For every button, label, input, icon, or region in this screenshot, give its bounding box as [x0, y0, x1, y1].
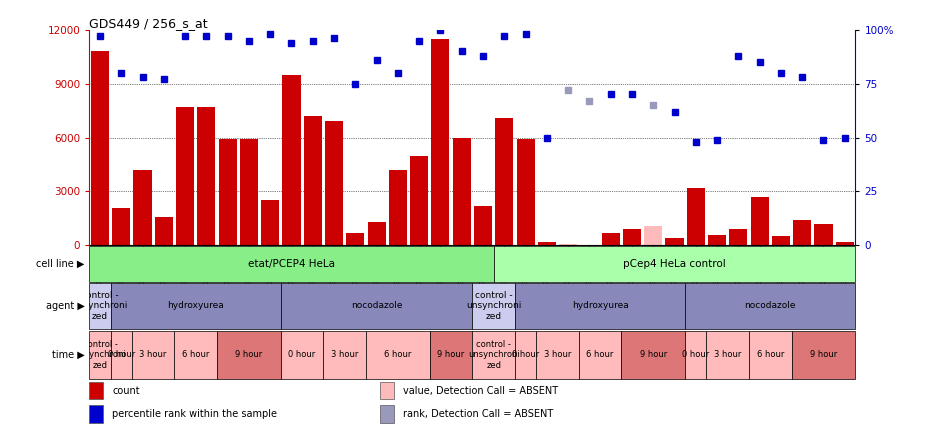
Text: 6 hour: 6 hour [757, 350, 784, 359]
Text: 3 hour: 3 hour [139, 350, 166, 359]
Bar [89, 331, 111, 379]
Bar [814, 224, 833, 245]
Bar [707, 331, 749, 379]
Text: nocodazole: nocodazole [744, 302, 796, 311]
Text: percentile rank within the sample: percentile rank within the sample [112, 409, 277, 419]
Bar [495, 118, 513, 245]
Bar [644, 226, 663, 245]
Text: 6 hour: 6 hour [587, 350, 614, 359]
Bar [623, 229, 641, 245]
Bar [89, 382, 103, 399]
Text: pCep4 HeLa control: pCep4 HeLa control [623, 259, 726, 269]
Bar [536, 331, 579, 379]
Bar [431, 39, 449, 245]
Bar [346, 233, 365, 245]
Bar [516, 139, 535, 245]
Bar [685, 283, 855, 328]
Bar [836, 242, 854, 245]
Bar [793, 220, 811, 245]
Bar [281, 331, 323, 379]
Text: etat/PCEP4 HeLa: etat/PCEP4 HeLa [248, 259, 335, 269]
Text: GDS449 / 256_s_at: GDS449 / 256_s_at [89, 17, 208, 30]
Text: control -
unsynchroni
zed: control - unsynchroni zed [468, 340, 520, 370]
Text: 0 hour: 0 hour [512, 350, 540, 359]
Bar [474, 206, 492, 245]
Bar [494, 246, 855, 282]
Text: value, Detection Call = ABSENT: value, Detection Call = ABSENT [403, 386, 558, 396]
Text: 3 hour: 3 hour [543, 350, 572, 359]
Bar [708, 235, 726, 245]
Text: 9 hour: 9 hour [437, 350, 464, 359]
Bar [751, 197, 769, 245]
Bar [155, 217, 173, 245]
Bar [219, 139, 237, 245]
Bar [325, 121, 343, 245]
Bar [217, 331, 281, 379]
Bar [410, 155, 429, 245]
Text: control -
unsynchroni
zed: control - unsynchroni zed [74, 340, 126, 370]
Bar [389, 170, 407, 245]
Bar [381, 382, 394, 399]
Bar [687, 188, 705, 245]
Text: time ▶: time ▶ [52, 350, 85, 360]
Bar [304, 116, 321, 245]
Text: control -
unsynchroni
zed: control - unsynchroni zed [466, 291, 522, 321]
Text: cell line ▶: cell line ▶ [37, 259, 85, 269]
Bar [91, 52, 109, 245]
Text: hydroxyurea: hydroxyurea [572, 302, 629, 311]
Bar [515, 331, 536, 379]
Bar [197, 107, 215, 245]
Text: count: count [112, 386, 140, 396]
Text: control -
unsynchroni
zed: control - unsynchroni zed [72, 291, 128, 321]
Bar [453, 138, 471, 245]
Bar [666, 238, 683, 245]
Text: 0 hour: 0 hour [682, 350, 710, 359]
Text: 0 hour: 0 hour [289, 350, 316, 359]
Bar [515, 283, 685, 328]
Text: 9 hour: 9 hour [235, 350, 262, 359]
Bar [176, 107, 194, 245]
Bar [323, 331, 366, 379]
Bar [111, 283, 281, 328]
Bar [112, 207, 131, 245]
Bar [772, 236, 790, 245]
Bar [538, 242, 556, 245]
Text: 6 hour: 6 hour [384, 350, 412, 359]
Text: 3 hour: 3 hour [331, 350, 358, 359]
Bar [89, 406, 103, 423]
Text: 9 hour: 9 hour [810, 350, 838, 359]
Text: rank, Detection Call = ABSENT: rank, Detection Call = ABSENT [403, 409, 554, 419]
Bar [729, 229, 747, 245]
Bar [685, 331, 707, 379]
Text: hydroxyurea: hydroxyurea [167, 302, 224, 311]
Text: 0 hour: 0 hour [107, 350, 134, 359]
Bar [133, 170, 151, 245]
Bar [132, 331, 175, 379]
Bar [240, 139, 258, 245]
Text: 3 hour: 3 hour [714, 350, 742, 359]
Text: 6 hour: 6 hour [182, 350, 210, 359]
Bar [368, 222, 385, 245]
Bar [559, 244, 577, 245]
Bar [621, 331, 685, 379]
Text: nocodazole: nocodazole [351, 302, 402, 311]
Bar [111, 331, 132, 379]
Bar [749, 331, 791, 379]
Bar [175, 331, 217, 379]
Bar [602, 233, 619, 245]
Bar [281, 283, 473, 328]
Bar [89, 283, 111, 328]
Bar [366, 331, 430, 379]
Text: 9 hour: 9 hour [639, 350, 666, 359]
Bar [261, 201, 279, 245]
Text: agent ▶: agent ▶ [46, 301, 85, 311]
Bar [473, 283, 515, 328]
Bar [473, 331, 515, 379]
Bar [430, 331, 473, 379]
Bar [579, 331, 621, 379]
Bar [282, 75, 301, 245]
Bar [791, 331, 855, 379]
Bar [381, 406, 394, 423]
Bar [89, 246, 494, 282]
